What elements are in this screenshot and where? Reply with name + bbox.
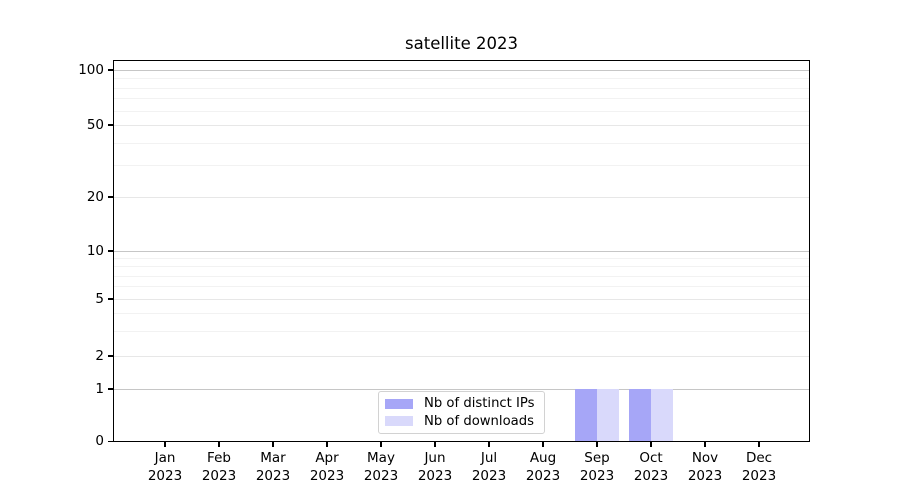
- gridline-y-20: [113, 197, 810, 198]
- x-tick-mark: [218, 442, 220, 447]
- bar-distinct-ips-oct-2023: [629, 389, 651, 442]
- x-tick-month: Dec: [745, 450, 773, 466]
- x-tick-mark: [326, 442, 328, 447]
- y-tick-mark: [107, 124, 113, 126]
- legend-label-downloads: Nb of downloads: [424, 413, 534, 429]
- gridline-y-10: [113, 251, 810, 252]
- gridline-y-70: [113, 98, 810, 100]
- y-tick-label: 10: [86, 242, 104, 259]
- x-tick-month: May: [367, 450, 395, 466]
- x-tick-month: Aug: [529, 450, 557, 466]
- y-tick-mark: [107, 298, 113, 300]
- x-tick-mark: [596, 442, 598, 447]
- x-tick-mark: [542, 442, 544, 447]
- gridline-y-8: [113, 266, 810, 268]
- x-tick-month: Apr: [315, 450, 339, 466]
- legend: Nb of distinct IPs Nb of downloads: [378, 391, 545, 434]
- x-tick-year: 2023: [417, 468, 453, 484]
- chart-title: satellite 2023: [405, 34, 518, 53]
- gridline-y-5: [113, 299, 810, 300]
- x-tick-month: Feb: [207, 450, 231, 466]
- x-tick-year: 2023: [147, 468, 183, 484]
- x-tick-label: Apr 2023: [292, 449, 362, 485]
- x-tick-month: Nov: [691, 450, 719, 466]
- x-tick-label: Feb 2023: [184, 449, 254, 485]
- x-tick-label: Jun 2023: [400, 449, 470, 485]
- gridline-y-4: [113, 312, 810, 314]
- y-tick-label: 2: [95, 347, 104, 364]
- x-tick-mark: [164, 442, 166, 447]
- x-tick-mark: [434, 442, 436, 447]
- x-tick-mark: [704, 442, 706, 447]
- bar-downloads-oct-2023: [651, 389, 673, 442]
- gridline-y-60: [113, 110, 810, 112]
- x-tick-year: 2023: [363, 468, 399, 484]
- x-tick-label: Aug 2023: [508, 449, 578, 485]
- x-tick-label: Sep 2023: [562, 449, 632, 485]
- x-tick-label: Dec 2023: [724, 449, 794, 485]
- bar-downloads-sep-2023: [597, 389, 619, 442]
- x-tick-label: Oct 2023: [616, 449, 686, 485]
- x-tick-year: 2023: [471, 468, 507, 484]
- x-tick-year: 2023: [579, 468, 615, 484]
- gridline-y-90: [113, 78, 810, 80]
- x-tick-mark: [758, 442, 760, 447]
- x-tick-mark: [650, 442, 652, 447]
- y-tick-mark: [107, 69, 113, 71]
- x-tick-label: Jul 2023: [454, 449, 524, 485]
- legend-label-distinct-ips: Nb of distinct IPs: [424, 396, 535, 412]
- y-tick-label: 50: [86, 116, 104, 133]
- x-tick-month: Oct: [639, 450, 663, 466]
- x-tick-year: 2023: [687, 468, 723, 484]
- gridline-y-80: [113, 87, 810, 89]
- x-tick-month: Jun: [424, 450, 446, 466]
- y-tick-label: 1: [95, 380, 104, 397]
- gridline-y-100: [113, 70, 810, 71]
- y-tick-mark: [107, 388, 113, 390]
- x-tick-year: 2023: [201, 468, 237, 484]
- bar-distinct-ips-sep-2023: [575, 389, 597, 442]
- gridline-y-50: [113, 125, 810, 126]
- x-tick-year: 2023: [633, 468, 669, 484]
- y-tick-label: 5: [95, 290, 104, 307]
- x-tick-month: Mar: [260, 450, 286, 466]
- gridline-y-40: [113, 142, 810, 144]
- y-tick-mark: [107, 355, 113, 357]
- x-tick-label: Jan 2023: [130, 449, 200, 485]
- x-tick-mark: [488, 442, 490, 447]
- plot-area: [113, 60, 810, 442]
- legend-swatch-distinct-ips: [385, 398, 413, 409]
- x-tick-mark: [272, 442, 274, 447]
- gridline-y-6: [113, 286, 810, 288]
- x-tick-year: 2023: [525, 468, 561, 484]
- y-tick-label: 0: [95, 433, 104, 449]
- x-tick-label: Nov 2023: [670, 449, 740, 485]
- gridline-y-2: [113, 356, 810, 357]
- gridline-y-7: [113, 275, 810, 277]
- x-tick-mark: [380, 442, 382, 447]
- legend-item-distinct-ips: Nb of distinct IPs: [385, 395, 538, 413]
- y-tick-label: 100: [78, 61, 104, 78]
- x-tick-month: Jul: [480, 450, 498, 466]
- x-tick-year: 2023: [309, 468, 345, 484]
- gridline-y-30: [113, 165, 810, 167]
- y-tick-label: 20: [86, 188, 104, 205]
- x-tick-month: Jan: [154, 450, 176, 466]
- gridline-y-1: [113, 389, 810, 390]
- gridline-y-9: [113, 258, 810, 260]
- x-tick-year: 2023: [741, 468, 777, 484]
- x-tick-year: 2023: [255, 468, 291, 484]
- y-tick-mark: [107, 440, 113, 443]
- y-tick-mark: [107, 196, 113, 198]
- x-tick-label: Mar 2023: [238, 449, 308, 485]
- x-tick-month: Sep: [584, 450, 610, 466]
- gridline-y-3: [113, 330, 810, 332]
- legend-swatch-downloads: [385, 416, 413, 427]
- legend-item-downloads: Nb of downloads: [385, 413, 538, 431]
- y-tick-mark: [107, 250, 113, 252]
- x-tick-label: May 2023: [346, 449, 416, 485]
